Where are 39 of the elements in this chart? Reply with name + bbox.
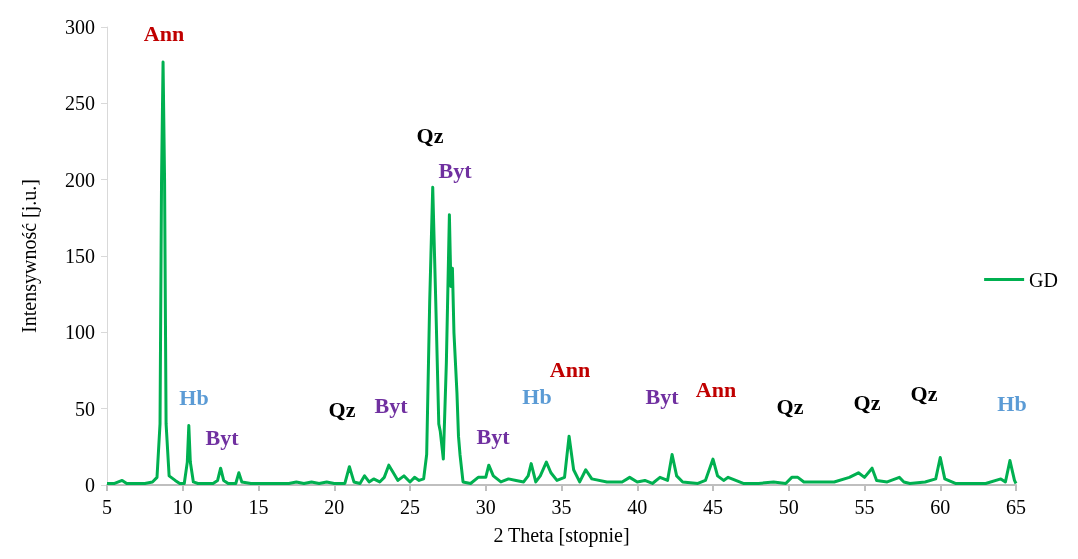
x-tick-label: 15 (248, 496, 269, 518)
y-tick-label: 150 (65, 245, 95, 267)
annotation: Qz (910, 380, 938, 406)
annotation: Qz (853, 389, 881, 415)
x-tick-label: 30 (475, 496, 496, 518)
y-axis-title: Intensywność [j.u.] (18, 179, 41, 333)
annotation: Ann (549, 356, 591, 382)
annotation: Byt (645, 383, 680, 409)
legend-label: GD (1029, 268, 1058, 291)
annotation: Ann (143, 20, 185, 46)
x-tick-label: 35 (551, 496, 572, 518)
annotation: Byt (476, 423, 511, 449)
x-tick-label: 55 (854, 496, 875, 518)
y-tick-label: 200 (65, 168, 95, 191)
y-tick-label: 50 (75, 397, 95, 420)
x-tick-label: 5 (102, 496, 112, 518)
annotation: Hb (522, 383, 552, 409)
annotation: Byt (438, 157, 473, 183)
x-tick-label: 40 (627, 496, 648, 518)
x-axis-title: 2 Theta [stopnie] (493, 524, 630, 547)
annotation: Byt (205, 424, 240, 450)
annotation: Qz (416, 122, 444, 148)
x-tick-label: 45 (703, 496, 723, 518)
annotation: Qz (776, 393, 804, 419)
y-tick-label: 100 (65, 321, 95, 344)
annotation: Hb (179, 384, 209, 410)
y-tick-label: 250 (65, 92, 95, 115)
annotation: Ann (695, 376, 737, 402)
x-tick-label: 50 (778, 496, 799, 518)
x-tick-label: 25 (400, 496, 420, 518)
x-tick-label: 60 (930, 496, 951, 518)
y-tick-label: 0 (85, 474, 95, 496)
x-tick-label: 20 (324, 496, 345, 518)
annotation: Byt (374, 392, 409, 418)
annotation: Qz (328, 396, 356, 422)
x-tick-label: 65 (1006, 496, 1026, 518)
x-tick-label: 10 (172, 496, 193, 518)
y-tick-label: 300 (65, 16, 95, 38)
annotation: Hb (997, 390, 1027, 416)
